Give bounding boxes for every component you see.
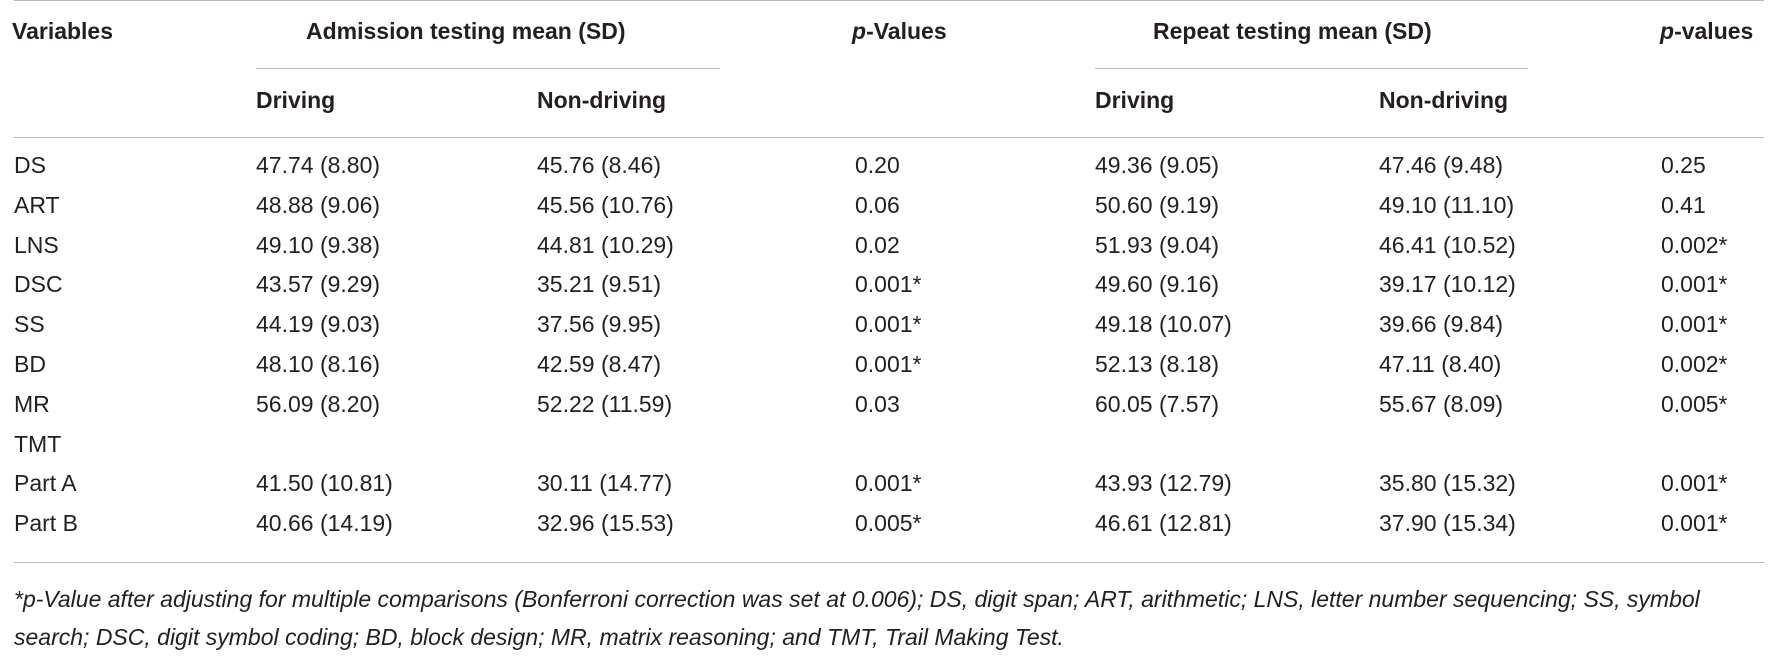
variable-cell: MR — [14, 390, 50, 417]
adm-nondriving-cell: 45.76 (8.46) — [537, 152, 662, 178]
adm-p-cell: 0.06 — [855, 191, 900, 218]
rep-nondriving-cell: 47.11 (8.40) — [1379, 351, 1502, 377]
rep-p-cell: 0.25 — [1661, 152, 1706, 178]
header-p-text: -Values — [866, 18, 947, 44]
variable-cell: Part A — [14, 470, 77, 497]
variable-cell: Part B — [14, 510, 78, 537]
adm-driving-cell: 47.74 (8.80) — [256, 152, 381, 178]
rep-p-cell: 0.001* — [1661, 271, 1728, 298]
adm-driving-cell: 40.66 (14.19) — [256, 510, 393, 537]
variable-cell: ART — [14, 191, 60, 218]
adm-nondriving-cell: 35.21 (9.51) — [537, 271, 662, 298]
rep-nondriving-cell: 39.17 (10.12) — [1379, 271, 1516, 298]
rep-p-cell: 0.001* — [1661, 311, 1728, 338]
adm-nondriving-cell: 37.56 (9.95) — [537, 311, 662, 338]
rep-driving-cell: 60.05 (7.57) — [1095, 390, 1220, 417]
rep-p-cell: 0.002* — [1661, 231, 1728, 258]
header-adm-driving: Driving — [256, 87, 336, 113]
rep-driving-cell: 49.60 (9.16) — [1095, 271, 1220, 298]
adm-nondriving-cell: 52.22 (11.59) — [537, 390, 673, 417]
top-rule — [14, 0, 1764, 1]
bottom-rule — [14, 562, 1764, 563]
adm-driving-cell: 56.09 (8.20) — [256, 390, 381, 417]
adm-driving-cell: 49.10 (9.38) — [256, 231, 381, 258]
rep-nondriving-cell: 37.90 (15.34) — [1379, 510, 1516, 537]
adm-driving-cell: 44.19 (9.03) — [256, 311, 381, 338]
adm-p-cell: 0.001* — [855, 271, 922, 298]
rep-nondriving-cell: 46.41 (10.52) — [1379, 231, 1516, 258]
adm-driving-cell: 41.50 (10.81) — [256, 470, 393, 497]
adm-p-cell: 0.005* — [855, 510, 922, 537]
adm-nondriving-cell: 32.96 (15.53) — [537, 510, 674, 537]
adm-nondriving-cell: 42.59 (8.47) — [537, 351, 662, 377]
header-repeat-group: Repeat testing mean (SD) — [1153, 18, 1432, 44]
variable-cell: DS — [14, 152, 46, 178]
rep-driving-cell: 49.36 (9.05) — [1095, 152, 1220, 178]
admission-group-rule — [256, 68, 720, 69]
rep-nondriving-cell: 35.80 (15.32) — [1379, 470, 1516, 497]
header-adm-non-driving: Non-driving — [537, 87, 667, 113]
table-footnote: *p-Value after adjusting for multiple co… — [14, 580, 1764, 656]
header-p-values-repeat: p-values — [1660, 16, 1753, 46]
adm-nondriving-cell: 44.81 (10.29) — [537, 231, 674, 258]
header-p-italic: p — [852, 18, 867, 44]
rep-p-cell: 0.002* — [1661, 351, 1728, 377]
footnote-line-2: search; DSC, digit symbol coding; BD, bl… — [14, 624, 1064, 650]
adm-driving-cell: 48.10 (8.16) — [256, 351, 381, 377]
adm-p-cell: 0.20 — [855, 152, 900, 178]
rep-p-cell: 0.001* — [1661, 470, 1728, 497]
rep-p-cell: 0.41 — [1661, 191, 1706, 218]
variable-cell: TMT — [14, 430, 62, 457]
header-bottom-rule — [14, 137, 1764, 138]
rep-nondriving-cell: 55.67 (8.09) — [1379, 390, 1504, 417]
rep-nondriving-cell: 47.46 (9.48) — [1379, 152, 1504, 178]
repeat-group-rule — [1095, 68, 1528, 69]
adm-p-cell: 0.001* — [855, 311, 922, 338]
rep-driving-cell: 51.93 (9.04) — [1095, 231, 1220, 258]
rep-driving-cell: 43.93 (12.79) — [1095, 470, 1232, 497]
rep-p-cell: 0.005* — [1661, 390, 1728, 417]
adm-driving-cell: 48.88 (9.06) — [256, 191, 381, 218]
rep-nondriving-cell: 49.10 (11.10) — [1379, 191, 1515, 218]
header-p-values-admission: p-Values — [852, 16, 947, 46]
rep-driving-cell: 52.13 (8.18) — [1095, 351, 1220, 377]
header-rep-driving: Driving — [1095, 87, 1175, 113]
variable-cell: BD — [14, 351, 46, 377]
adm-nondriving-cell: 30.11 (14.77) — [537, 470, 673, 497]
adm-p-cell: 0.001* — [855, 470, 922, 497]
adm-p-cell: 0.001* — [855, 351, 922, 377]
rep-nondriving-cell: 39.66 (9.84) — [1379, 311, 1504, 338]
adm-nondriving-cell: 45.56 (10.76) — [537, 191, 674, 218]
header-p-text-repeat: -values — [1674, 18, 1754, 44]
rep-p-cell: 0.001* — [1661, 510, 1728, 537]
adm-p-cell: 0.02 — [855, 231, 900, 258]
variable-cell: DSC — [14, 271, 63, 298]
adm-driving-cell: 43.57 (9.29) — [256, 271, 381, 298]
footnote-line-1: *p-Value after adjusting for multiple co… — [14, 586, 1700, 612]
header-p-italic-repeat: p — [1660, 18, 1675, 44]
variable-cell: SS — [14, 311, 45, 338]
rep-driving-cell: 46.61 (12.81) — [1095, 510, 1232, 537]
variable-cell: LNS — [14, 231, 59, 258]
rep-driving-cell: 49.18 (10.07) — [1095, 311, 1232, 338]
header-rep-non-driving: Non-driving — [1379, 87, 1509, 113]
header-variables: Variables — [12, 18, 114, 44]
rep-driving-cell: 50.60 (9.19) — [1095, 191, 1220, 218]
header-admission-group: Admission testing mean (SD) — [306, 18, 626, 44]
adm-p-cell: 0.03 — [855, 390, 900, 417]
